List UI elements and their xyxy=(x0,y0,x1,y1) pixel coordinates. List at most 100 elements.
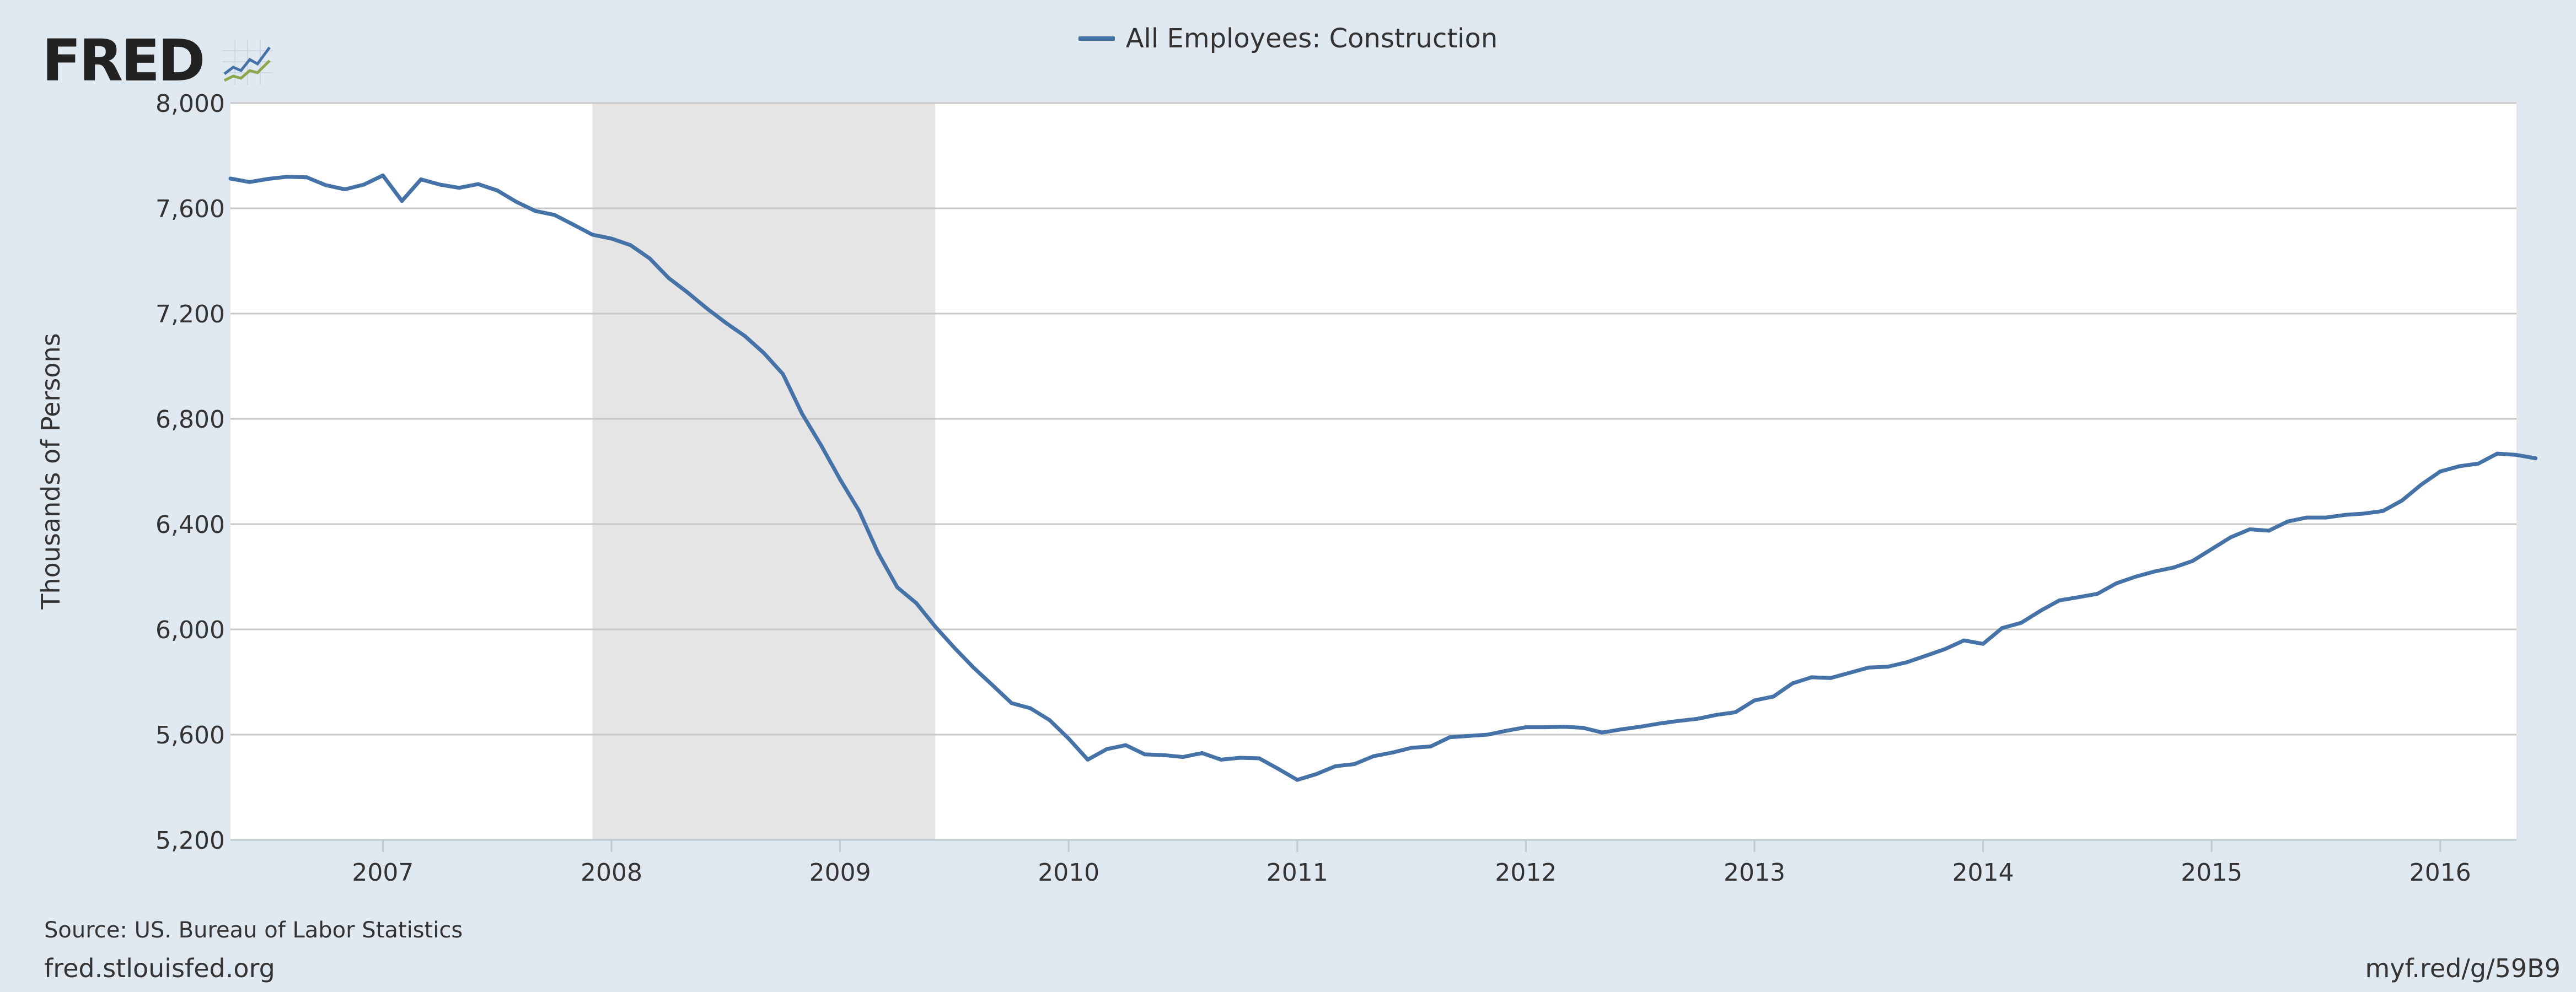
data-point[interactable] xyxy=(2076,595,2080,600)
data-point[interactable] xyxy=(514,200,518,204)
data-point[interactable] xyxy=(1028,706,1033,710)
data-point[interactable] xyxy=(304,175,309,180)
data-point[interactable] xyxy=(552,213,556,217)
data-point[interactable] xyxy=(1314,772,1318,777)
data-point[interactable] xyxy=(571,223,576,227)
data-point[interactable] xyxy=(495,188,500,193)
data-point[interactable] xyxy=(2153,569,2157,574)
data-point[interactable] xyxy=(2285,519,2290,524)
data-point[interactable] xyxy=(1505,729,1509,733)
data-point[interactable] xyxy=(2438,470,2443,473)
data-point[interactable] xyxy=(1429,744,1433,748)
data-point[interactable] xyxy=(342,187,347,192)
data-point[interactable] xyxy=(1219,757,1223,762)
data-point[interactable] xyxy=(1714,713,1719,717)
data-point[interactable] xyxy=(819,443,823,448)
data-point[interactable] xyxy=(1257,756,1262,761)
data-point[interactable] xyxy=(2191,559,2195,563)
data-point[interactable] xyxy=(248,180,252,184)
data-point[interactable] xyxy=(1162,753,1166,757)
data-point[interactable] xyxy=(2534,456,2538,461)
chart-legend[interactable]: All Employees: Construction xyxy=(0,23,2576,54)
data-point[interactable] xyxy=(2419,482,2423,487)
data-point[interactable] xyxy=(933,624,937,629)
data-point[interactable] xyxy=(1866,665,1871,670)
data-point[interactable] xyxy=(266,177,271,181)
data-point[interactable] xyxy=(705,306,709,310)
data-point[interactable] xyxy=(876,551,881,556)
data-point[interactable] xyxy=(2400,498,2405,503)
data-point[interactable] xyxy=(1238,756,1242,760)
data-point[interactable] xyxy=(971,665,975,670)
data-point[interactable] xyxy=(1828,676,1833,680)
data-point[interactable] xyxy=(1010,701,1014,705)
data-point[interactable] xyxy=(609,236,614,241)
data-point[interactable] xyxy=(952,645,957,650)
data-point[interactable] xyxy=(1886,665,1890,669)
data-point[interactable] xyxy=(362,182,366,187)
data-point[interactable] xyxy=(2267,529,2271,533)
data-point[interactable] xyxy=(1848,671,1852,675)
data-point[interactable] xyxy=(2476,461,2481,466)
data-point[interactable] xyxy=(380,173,385,177)
data-point[interactable] xyxy=(1200,751,1204,755)
data-point[interactable] xyxy=(895,585,899,590)
data-point[interactable] xyxy=(1657,721,1661,726)
data-point[interactable] xyxy=(2343,513,2347,517)
data-point[interactable] xyxy=(2381,509,2385,513)
data-point[interactable] xyxy=(1333,764,1338,768)
data-point[interactable] xyxy=(1733,710,1737,714)
data-point[interactable] xyxy=(1124,743,1128,747)
data-point[interactable] xyxy=(723,321,728,325)
data-point[interactable] xyxy=(838,477,842,482)
data-point[interactable] xyxy=(476,182,480,186)
data-point[interactable] xyxy=(228,176,233,181)
data-point[interactable] xyxy=(1485,732,1490,737)
data-point[interactable] xyxy=(1562,725,1566,729)
data-point[interactable] xyxy=(990,683,995,687)
data-point[interactable] xyxy=(1790,681,1795,686)
site-link[interactable]: fred.stlouisfed.org xyxy=(44,953,275,983)
data-point[interactable] xyxy=(1810,675,1814,680)
data-point[interactable] xyxy=(2133,575,2138,579)
data-point[interactable] xyxy=(1467,734,1471,738)
data-point[interactable] xyxy=(2247,527,2252,532)
data-point[interactable] xyxy=(629,243,633,247)
data-point[interactable] xyxy=(590,233,594,237)
data-point[interactable] xyxy=(286,175,290,179)
data-point[interactable] xyxy=(1447,735,1452,740)
data-point[interactable] xyxy=(2362,511,2366,516)
data-point[interactable] xyxy=(1066,736,1071,741)
data-point[interactable] xyxy=(2229,535,2233,540)
data-point[interactable] xyxy=(1772,694,1776,699)
data-point[interactable] xyxy=(1371,754,1376,758)
short-link[interactable]: myf.red/g/59B9 xyxy=(2365,953,2561,983)
data-point[interactable] xyxy=(647,256,652,261)
data-point[interactable] xyxy=(1409,746,1414,750)
data-point[interactable] xyxy=(667,276,671,281)
data-point[interactable] xyxy=(1962,638,1966,643)
data-point[interactable] xyxy=(685,290,690,295)
data-point[interactable] xyxy=(1943,647,1947,651)
data-point[interactable] xyxy=(533,209,538,213)
data-point[interactable] xyxy=(2171,565,2176,570)
data-point[interactable] xyxy=(400,199,404,203)
data-point[interactable] xyxy=(2114,581,2118,585)
data-point[interactable] xyxy=(1048,718,1052,723)
data-point[interactable] xyxy=(1619,727,1623,731)
data-point[interactable] xyxy=(2000,626,2004,630)
data-point[interactable] xyxy=(761,351,766,355)
data-point[interactable] xyxy=(324,183,328,187)
data-point[interactable] xyxy=(743,334,747,338)
data-point[interactable] xyxy=(1924,654,1928,658)
data-point[interactable] xyxy=(1543,725,1547,730)
data-point[interactable] xyxy=(1581,726,1585,730)
data-point[interactable] xyxy=(1638,725,1643,729)
data-point[interactable] xyxy=(2209,547,2214,551)
data-point[interactable] xyxy=(1523,725,1528,730)
data-point[interactable] xyxy=(2495,451,2499,456)
data-point[interactable] xyxy=(438,182,442,187)
data-point[interactable] xyxy=(457,186,461,190)
data-point[interactable] xyxy=(1752,698,1757,703)
